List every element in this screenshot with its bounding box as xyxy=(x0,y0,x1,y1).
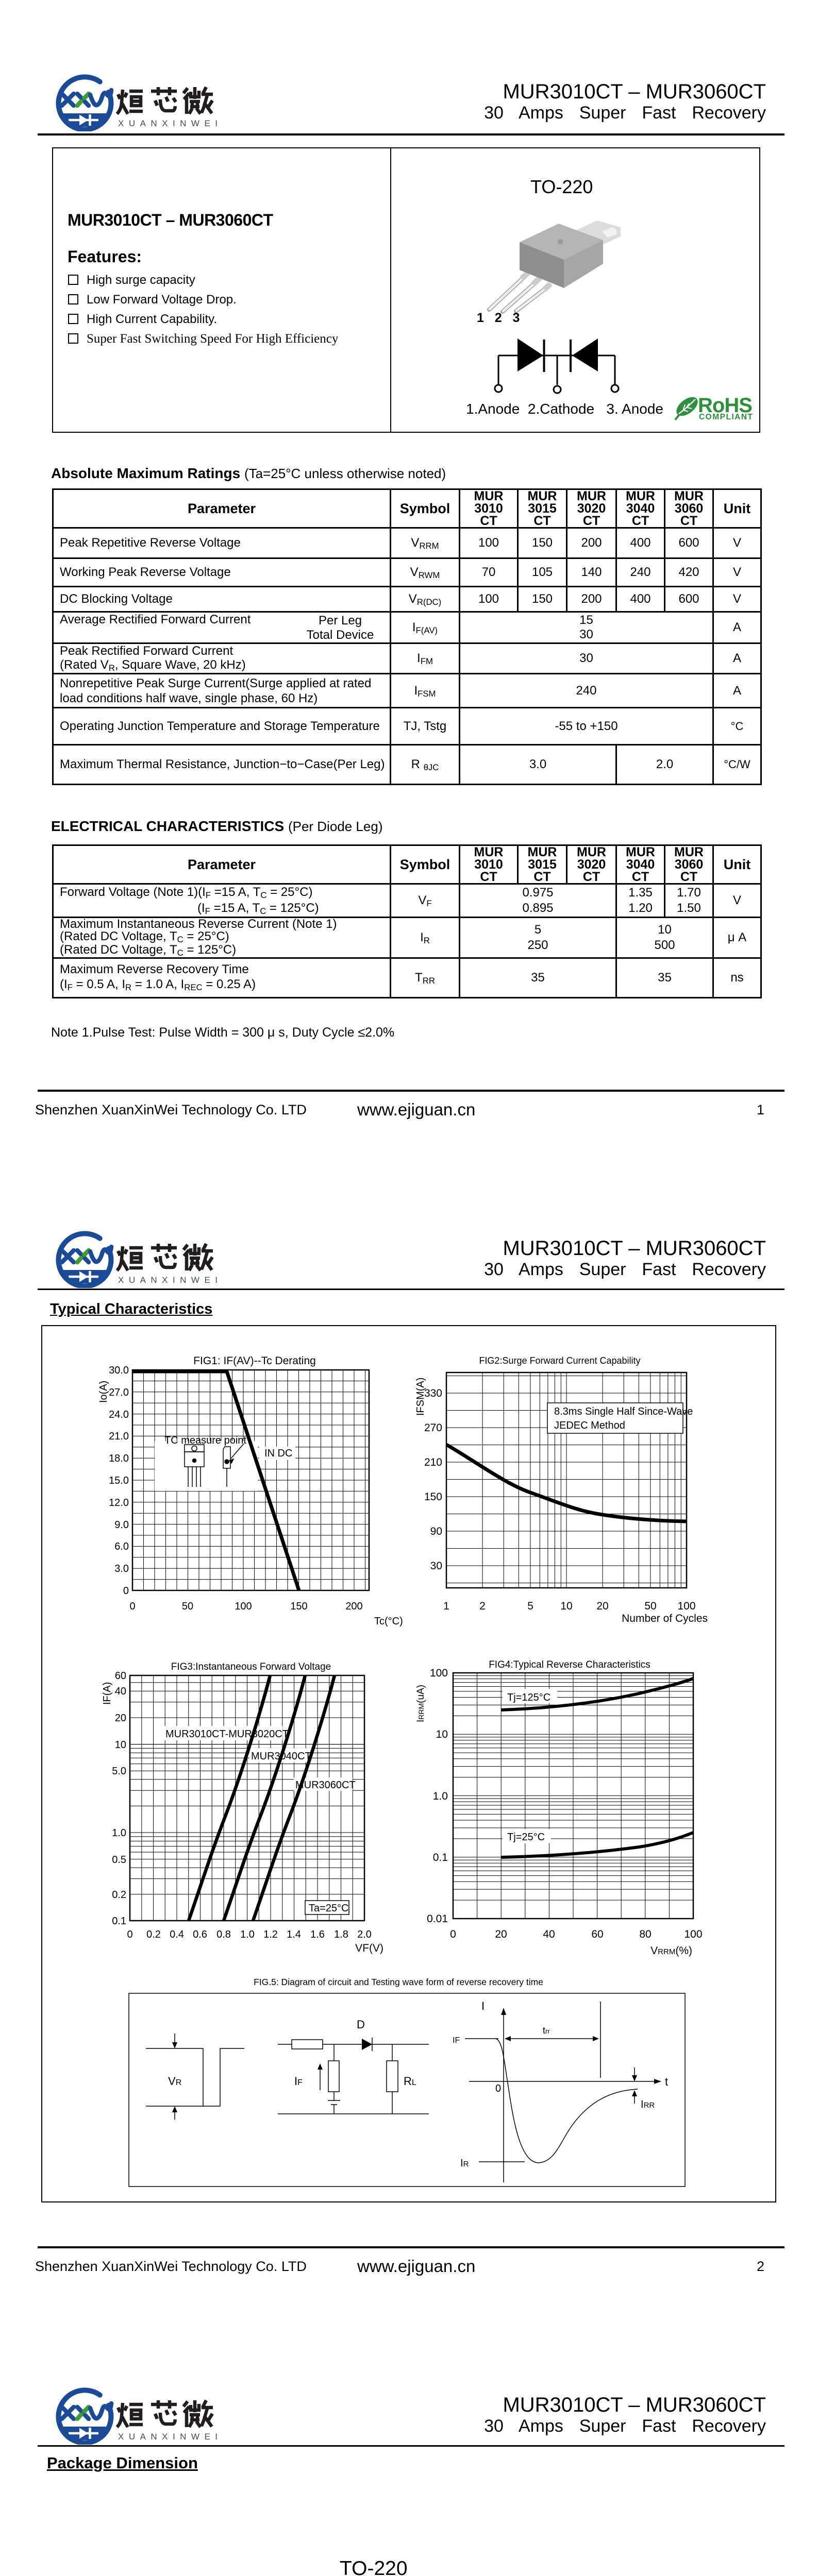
svg-text:20: 20 xyxy=(596,1600,608,1612)
svg-text:trr: trr xyxy=(543,2025,550,2036)
svg-text:FIG4:Typical Reverse Character: FIG4:Typical Reverse Characteristics xyxy=(489,1659,650,1670)
svg-text:1.6: 1.6 xyxy=(310,1929,325,1940)
svg-text:MUR3040CT: MUR3040CT xyxy=(251,1751,311,1762)
svg-text:0.01: 0.01 xyxy=(427,1913,448,1925)
svg-text:2: 2 xyxy=(479,1600,486,1612)
svg-text:t: t xyxy=(665,2075,668,2088)
svg-text:270: 270 xyxy=(424,1422,442,1434)
svg-text:1.0: 1.0 xyxy=(240,1929,255,1940)
svg-text:15.0: 15.0 xyxy=(109,1475,129,1486)
svg-text:3.0: 3.0 xyxy=(114,1563,129,1574)
svg-text:IN DC: IN DC xyxy=(264,1448,292,1459)
svg-text:30.0: 30.0 xyxy=(109,1365,129,1376)
svg-text:0: 0 xyxy=(450,1928,456,1940)
svg-text:FIG1: IF(AV)--Tc Derating: FIG1: IF(AV)--Tc Derating xyxy=(193,1355,316,1367)
svg-text:150: 150 xyxy=(290,1601,307,1612)
svg-text:8.3ms Single Half Since-Wave: 8.3ms Single Half Since-Wave xyxy=(554,1406,693,1417)
svg-text:FIG.5: Diagram of circuit and: FIG.5: Diagram of circuit and Testing wa… xyxy=(254,1977,543,1987)
svg-text:IR: IR xyxy=(460,2158,469,2169)
svg-text:1: 1 xyxy=(443,1600,449,1612)
svg-text:10: 10 xyxy=(115,1739,126,1751)
svg-text:10: 10 xyxy=(560,1600,572,1612)
svg-text:1.0: 1.0 xyxy=(433,1790,448,1802)
svg-text:2.0: 2.0 xyxy=(357,1929,372,1940)
svg-text:0.2: 0.2 xyxy=(112,1889,126,1901)
svg-text:VF(V): VF(V) xyxy=(355,1942,383,1954)
svg-text:Io(A): Io(A) xyxy=(98,1381,109,1403)
svg-text:9.0: 9.0 xyxy=(114,1519,129,1531)
svg-text:0.4: 0.4 xyxy=(170,1929,184,1940)
svg-text:IRRM(uA): IRRM(uA) xyxy=(415,1685,426,1722)
svg-text:0: 0 xyxy=(127,1929,132,1940)
svg-text:18.0: 18.0 xyxy=(109,1453,129,1464)
svg-text:Tc(°C): Tc(°C) xyxy=(374,1616,403,1627)
svg-text:IF: IF xyxy=(294,2075,303,2088)
svg-text:20: 20 xyxy=(115,1713,126,1724)
svg-text:100: 100 xyxy=(235,1601,252,1612)
svg-text:40: 40 xyxy=(543,1928,555,1940)
svg-text:5.0: 5.0 xyxy=(112,1766,126,1777)
svg-text:0.8: 0.8 xyxy=(216,1929,231,1940)
svg-text:IRR: IRR xyxy=(641,2099,655,2110)
svg-text:80: 80 xyxy=(639,1928,651,1940)
svg-text:0: 0 xyxy=(495,2083,501,2094)
svg-text:21.0: 21.0 xyxy=(109,1431,129,1442)
svg-text:6.0: 6.0 xyxy=(114,1541,129,1552)
svg-text:100: 100 xyxy=(684,1928,702,1940)
svg-text:Number of Cycles: Number of Cycles xyxy=(622,1613,708,1624)
svg-text:0.2: 0.2 xyxy=(146,1929,161,1940)
svg-text:60: 60 xyxy=(115,1670,126,1682)
svg-text:200: 200 xyxy=(345,1601,362,1612)
svg-text:1.4: 1.4 xyxy=(287,1929,301,1940)
svg-text:COMPLIANT: COMPLIANT xyxy=(699,413,753,421)
svg-text:12.0: 12.0 xyxy=(109,1497,129,1509)
svg-text:210: 210 xyxy=(424,1456,442,1468)
svg-text:JEDEC Method: JEDEC Method xyxy=(554,1420,625,1431)
svg-text:0: 0 xyxy=(123,1585,129,1597)
svg-text:0.5: 0.5 xyxy=(112,1854,126,1866)
svg-text:30: 30 xyxy=(430,1560,442,1572)
svg-text:10: 10 xyxy=(436,1728,448,1740)
svg-text:5: 5 xyxy=(527,1600,533,1612)
svg-text:MUR3010CT-MUR3020CT: MUR3010CT-MUR3020CT xyxy=(165,1728,289,1740)
svg-text:D: D xyxy=(357,2018,365,2031)
svg-text:0: 0 xyxy=(129,1601,135,1612)
svg-text:FIG3:Instantaneous Forward Vol: FIG3:Instantaneous Forward Voltage xyxy=(171,1662,331,1672)
svg-text:60: 60 xyxy=(591,1928,603,1940)
svg-text:IFSM(A): IFSM(A) xyxy=(415,1378,426,1416)
svg-text:20: 20 xyxy=(495,1928,507,1940)
svg-text:1.0: 1.0 xyxy=(112,1827,126,1839)
svg-text:0.1: 0.1 xyxy=(433,1852,448,1863)
svg-text:FIG2:Surge Forward Current Cap: FIG2:Surge Forward Current Capability xyxy=(479,1355,640,1366)
svg-text:100: 100 xyxy=(430,1667,448,1679)
svg-text:RL: RL xyxy=(404,2075,416,2088)
svg-text:TC measure point: TC measure point xyxy=(164,1435,246,1446)
svg-text:IF: IF xyxy=(453,2036,460,2045)
svg-text:RoHS: RoHS xyxy=(698,394,752,417)
svg-text:50: 50 xyxy=(182,1601,193,1612)
svg-text:Tj=25°C: Tj=25°C xyxy=(507,1832,545,1843)
svg-text:0.6: 0.6 xyxy=(193,1929,207,1940)
svg-text:1.2: 1.2 xyxy=(263,1929,278,1940)
svg-text:VRRM(%): VRRM(%) xyxy=(650,1945,692,1957)
svg-text:330: 330 xyxy=(424,1387,442,1399)
svg-text:1.8: 1.8 xyxy=(334,1929,348,1940)
svg-text:24.0: 24.0 xyxy=(109,1409,129,1420)
svg-text:I: I xyxy=(481,1999,485,2012)
svg-text:150: 150 xyxy=(424,1491,442,1503)
svg-text:27.0: 27.0 xyxy=(109,1387,129,1398)
svg-text:0.1: 0.1 xyxy=(112,1916,126,1927)
svg-text:90: 90 xyxy=(430,1526,442,1537)
svg-text:MUR3060CT: MUR3060CT xyxy=(295,1780,356,1791)
svg-text:40: 40 xyxy=(115,1686,126,1697)
svg-text:50: 50 xyxy=(644,1600,656,1612)
svg-text:100: 100 xyxy=(677,1600,695,1612)
svg-text:VR: VR xyxy=(168,2075,181,2088)
svg-text:IF(A): IF(A) xyxy=(102,1682,113,1705)
svg-text:Tj=125°C: Tj=125°C xyxy=(507,1692,550,1703)
svg-text:Ta=25°C: Ta=25°C xyxy=(309,1903,349,1914)
